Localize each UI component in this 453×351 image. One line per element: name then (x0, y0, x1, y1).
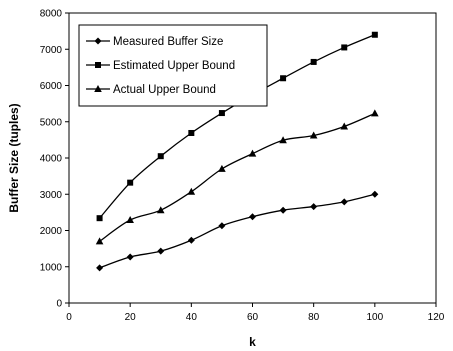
y-tick-label: 6000 (40, 81, 63, 92)
legend-marker (95, 62, 101, 68)
data-point (96, 215, 103, 222)
x-axis-label: k (249, 335, 256, 349)
series-line (99, 112, 376, 242)
data-point (371, 31, 378, 38)
legend-item: Measured Buffer Size (86, 36, 223, 48)
data-point (340, 198, 348, 206)
legend-item: Estimated Upper Bound (86, 60, 235, 72)
x-tick-label: 0 (66, 312, 72, 323)
y-tick-label: 2000 (40, 226, 63, 237)
data-point (218, 110, 225, 117)
y-tick-label: 1000 (40, 262, 63, 273)
y-axis-label: Buffer Size (tuples) (7, 103, 21, 212)
y-tick-label: 7000 (40, 45, 63, 56)
legend-marker (94, 37, 102, 45)
legend-label: Actual Upper Bound (113, 84, 216, 96)
y-tick-label: 5000 (40, 117, 63, 128)
data-point (218, 222, 226, 230)
series-1 (96, 190, 379, 272)
data-point (279, 206, 287, 214)
x-tick-label: 80 (308, 312, 320, 323)
legend-label: Measured Buffer Size (113, 36, 223, 48)
data-point (341, 44, 348, 51)
legend-box (78, 24, 268, 107)
data-point (279, 136, 287, 144)
data-point (218, 164, 226, 172)
y-tick-label: 0 (56, 299, 62, 310)
legend-item: Actual Upper Bound (86, 84, 216, 96)
x-tick-label: 100 (366, 312, 383, 323)
data-point (340, 122, 349, 130)
data-point (157, 153, 164, 160)
x-tick-label: 60 (247, 312, 259, 323)
data-point (187, 187, 196, 195)
data-point (310, 203, 318, 211)
data-point (157, 247, 165, 255)
data-point (126, 253, 134, 261)
legend-marker (94, 85, 102, 92)
data-point (280, 75, 287, 82)
data-point (248, 149, 257, 157)
data-point (95, 237, 104, 245)
data-point (371, 190, 379, 198)
y-tick-label: 3000 (40, 190, 63, 201)
y-tick-label: 8000 (40, 9, 63, 20)
x-axis: 0 20 40 60 80 100 120 (66, 303, 445, 323)
data-point (156, 206, 165, 214)
x-tick-label: 40 (186, 312, 198, 323)
data-point (187, 236, 195, 244)
data-point (249, 213, 256, 221)
data-point (126, 215, 134, 223)
y-axis: 0 1000 2000 3000 4000 5000 6000 7000 8000 (40, 9, 69, 310)
legend: Measured Buffer Size Estimated Upper Boun… (78, 24, 268, 107)
x-tick-label: 120 (428, 312, 445, 323)
data-point (96, 264, 104, 272)
data-point (371, 109, 379, 117)
legend-label: Estimated Upper Bound (113, 60, 235, 72)
data-point (127, 179, 134, 186)
data-point (310, 58, 317, 65)
series-3 (95, 109, 379, 245)
data-point (188, 129, 195, 136)
x-tick-label: 20 (125, 312, 137, 323)
series-line (99, 193, 375, 269)
y-tick-label: 4000 (40, 154, 63, 165)
data-point (309, 131, 318, 139)
